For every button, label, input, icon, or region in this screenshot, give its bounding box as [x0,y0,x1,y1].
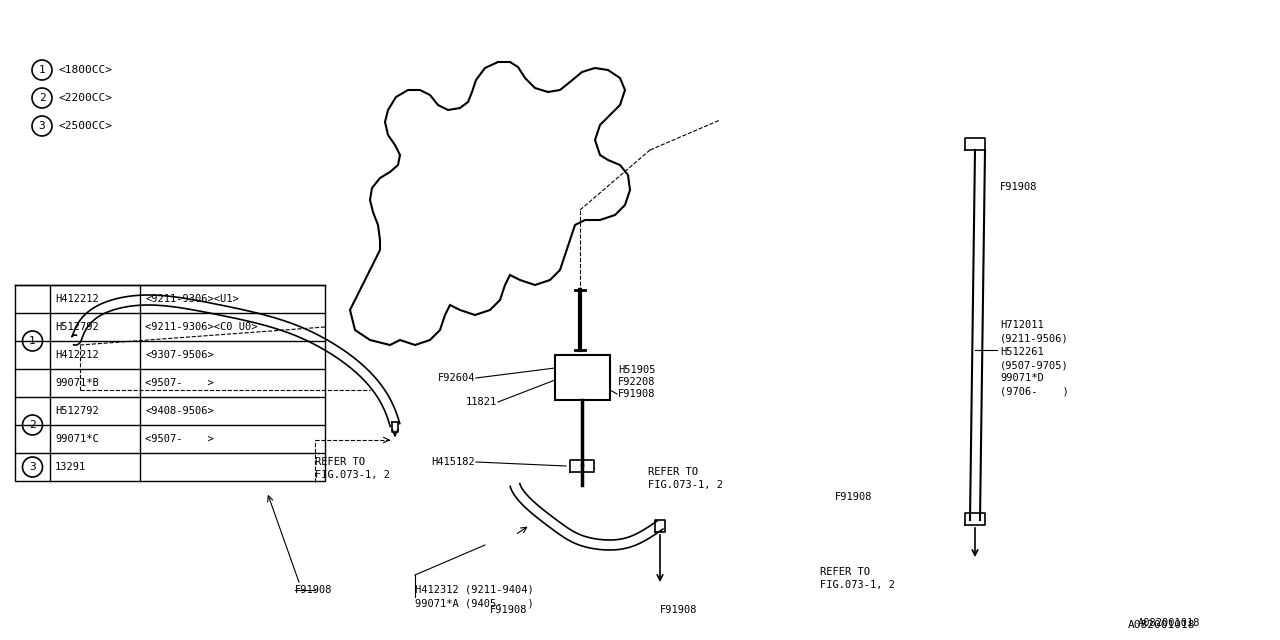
Text: (9706-    ): (9706- ) [1000,387,1069,397]
Text: H512792: H512792 [55,322,99,332]
Text: H512261: H512261 [1000,347,1043,357]
Text: H412312 (9211-9404): H412312 (9211-9404) [415,585,534,595]
Text: 2: 2 [29,420,36,430]
Text: <9211-9306><U1>: <9211-9306><U1> [145,294,239,304]
Text: H412212: H412212 [55,350,99,360]
Text: F91908: F91908 [490,605,527,615]
Text: 3: 3 [29,462,36,472]
Text: <9211-9306><C0 U0>: <9211-9306><C0 U0> [145,322,257,332]
Text: <1800CC>: <1800CC> [58,65,113,75]
Text: FIG.073-1, 2: FIG.073-1, 2 [315,470,390,480]
Text: 99071*B: 99071*B [55,378,99,388]
Text: FIG.073-1, 2: FIG.073-1, 2 [648,480,723,490]
Text: H712011: H712011 [1000,320,1043,330]
Bar [556,355,611,400]
Text: A082001018: A082001018 [1138,618,1201,628]
Text: F91908: F91908 [1000,182,1038,192]
Text: <9408-9506>: <9408-9506> [145,406,214,416]
Text: 99071*C: 99071*C [55,434,99,444]
Text: 99071*A (9405-    ): 99071*A (9405- ) [415,598,534,608]
Text: (9507-9705): (9507-9705) [1000,360,1069,370]
Text: <9307-9506>: <9307-9506> [145,350,214,360]
Text: <9507-    >: <9507- > [145,378,214,388]
Text: 3: 3 [38,121,45,131]
Text: 1: 1 [29,336,36,346]
Text: (9211-9506): (9211-9506) [1000,333,1069,343]
Text: H51905: H51905 [618,365,655,375]
Text: F91908: F91908 [618,389,655,399]
Text: 99071*D: 99071*D [1000,373,1043,383]
Text: F92208: F92208 [618,377,655,387]
Text: REFER TO: REFER TO [315,457,365,467]
Text: REFER TO: REFER TO [648,467,698,477]
Text: F92604: F92604 [438,373,475,383]
Text: <2200CC>: <2200CC> [58,93,113,103]
Text: <9507-    >: <9507- > [145,434,214,444]
Text: H415182: H415182 [431,457,475,467]
Text: 1: 1 [38,65,45,75]
Text: <2500CC>: <2500CC> [58,121,113,131]
Text: FIG.073-1, 2: FIG.073-1, 2 [820,580,895,590]
Text: REFER TO: REFER TO [820,567,870,577]
Text: F91908: F91908 [835,492,873,502]
Text: H512792: H512792 [55,406,99,416]
Text: H412212: H412212 [55,294,99,304]
Text: F91908: F91908 [660,605,698,615]
Text: 13291: 13291 [55,462,86,472]
Text: F91908: F91908 [294,585,333,595]
Text: 11821: 11821 [466,397,497,407]
Text: A082001018: A082001018 [1128,620,1196,630]
Text: 2: 2 [38,93,45,103]
